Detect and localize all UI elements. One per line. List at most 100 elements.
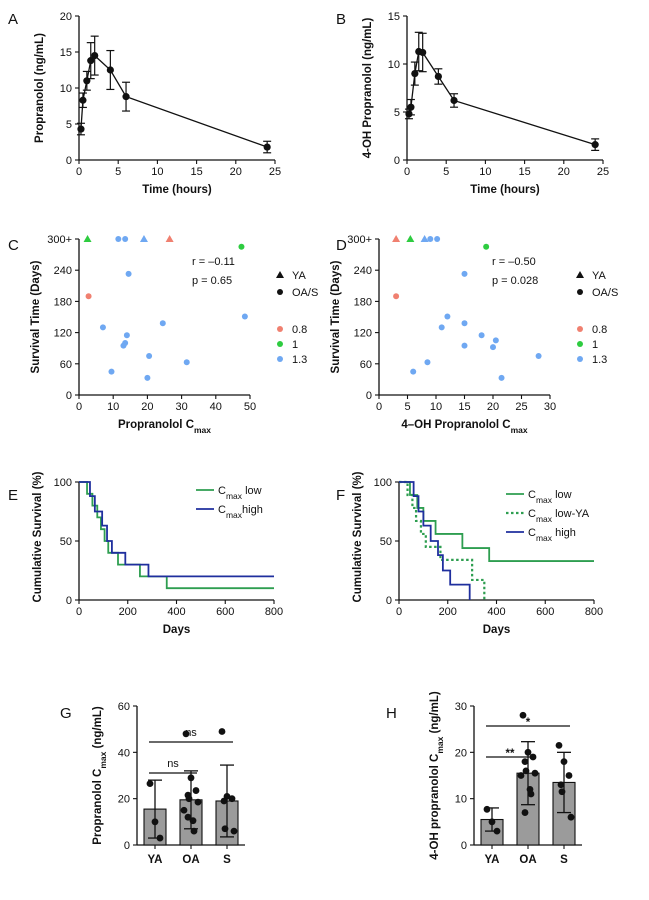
x-tick-label: 400 (487, 606, 505, 618)
x-axis-title: Days (483, 624, 511, 636)
data-point (410, 368, 417, 375)
legend-label: YA (292, 270, 307, 282)
category-label: S (223, 854, 231, 866)
y-tick-label: 60 (60, 359, 72, 371)
y-tick-label: 10 (388, 59, 400, 71)
data-point (393, 293, 400, 300)
y-tick-label: 240 (54, 265, 72, 277)
data-point-triangle (420, 235, 429, 242)
legend-dose-marker (577, 326, 583, 332)
correlation-r: r = –0.11 (192, 256, 235, 268)
x-tick-label: 20 (230, 166, 242, 178)
y-tick-label: 60 (360, 359, 372, 371)
data-point (192, 787, 200, 794)
x-tick-label: 600 (216, 606, 234, 618)
data-point (411, 70, 419, 78)
panel-D: D 0 5 10 15 20 25 30 0 60 120 180 240 300+ 4–OH Propra… (330, 234, 618, 435)
correlation-p: p = 0.028 (492, 275, 538, 287)
data-point (461, 320, 468, 327)
data-point (419, 48, 427, 57)
data-point-triangle (165, 235, 174, 242)
category-label: S (560, 854, 568, 866)
data-point (488, 818, 496, 826)
legend-dose-marker (277, 356, 283, 362)
panel-label-C: C (8, 237, 19, 254)
data-point (146, 353, 153, 359)
y-tick-label: 20 (60, 11, 72, 23)
data-point (522, 767, 530, 775)
legend-label: Cmax low (218, 485, 262, 501)
significance-label: ns (167, 758, 179, 770)
x-tick-label: 15 (518, 166, 530, 178)
data-point (535, 353, 542, 359)
y-tick-label: 10 (455, 794, 467, 806)
panel-label-D: D (336, 237, 347, 254)
data-point (184, 813, 192, 821)
data-point-triangle (406, 235, 415, 242)
data-point (120, 342, 127, 349)
y-tick-label: 120 (54, 328, 72, 340)
legend-dose-label: 0.8 (292, 324, 307, 336)
y-tick-label: 50 (380, 536, 392, 548)
x-tick-label: 20 (141, 401, 153, 413)
data-point (483, 805, 491, 813)
panel-label-F: F (336, 487, 345, 504)
y-tick-label: 300+ (347, 234, 372, 246)
y-tick-label: 10 (60, 83, 72, 95)
data-point-triangle (139, 235, 148, 242)
survival-curve (399, 481, 471, 600)
data-point (106, 66, 114, 74)
x-tick-label: 400 (167, 606, 185, 618)
data-point (79, 96, 87, 104)
panel-label-B: B (336, 11, 346, 28)
x-tick-label: 5 (443, 166, 449, 178)
data-point (524, 748, 532, 756)
data-point (461, 270, 468, 277)
y-axis-title: Propranolol Cmax (ng/mL) (92, 706, 108, 845)
data-point (146, 780, 154, 788)
significance-label: ns (185, 727, 197, 739)
y-axis-title: Cumulative Survival (%) (32, 471, 44, 602)
data-point (557, 781, 565, 789)
y-tick-label: 40 (118, 747, 130, 759)
data-point (527, 790, 535, 798)
panel-A: A 0 5 10 15 20 25 0 5 10 15 20 Time (hours) Propranol… (8, 11, 281, 196)
y-axis-title: Cumulative Survival (%) (352, 471, 364, 602)
x-tick-label: 10 (479, 166, 491, 178)
y-tick-label: 100 (54, 477, 72, 489)
x-tick-label: 25 (515, 401, 527, 413)
legend-dose-label: 1.3 (292, 354, 307, 366)
x-tick-label: 20 (487, 401, 499, 413)
data-point (220, 797, 228, 805)
data-point (450, 96, 458, 105)
data-point (99, 324, 106, 331)
data-point (241, 313, 248, 320)
x-tick-label: 20 (558, 166, 570, 178)
y-tick-label: 180 (354, 296, 372, 308)
x-tick-label: 30 (544, 401, 556, 413)
legend-label: Cmax low-YA (528, 508, 590, 524)
y-tick-label: 0 (366, 390, 372, 402)
data-point (478, 332, 485, 339)
x-tick-label: 800 (265, 606, 283, 618)
survival-curve (79, 481, 274, 578)
correlation-p: p = 0.65 (192, 275, 232, 287)
data-point (218, 728, 226, 735)
data-point (434, 236, 441, 242)
legend-circle (577, 289, 583, 295)
legend-dose-marker (577, 341, 583, 347)
legend-dose-label: 0.8 (592, 324, 607, 336)
y-tick-label: 50 (60, 536, 72, 548)
data-point (183, 359, 190, 366)
data-point (424, 359, 431, 366)
x-tick-label: 30 (175, 401, 187, 413)
y-tick-label: 5 (66, 119, 72, 131)
data-point (122, 236, 129, 242)
category-label: YA (148, 854, 163, 866)
y-tick-label: 30 (455, 701, 467, 713)
y-tick-label: 240 (354, 265, 372, 277)
y-axis-title: 4-OH propranolol Cmax (ng/mL) (429, 691, 445, 860)
legend-dose-marker (277, 326, 283, 332)
data-point (91, 52, 99, 60)
data-point (492, 337, 499, 344)
